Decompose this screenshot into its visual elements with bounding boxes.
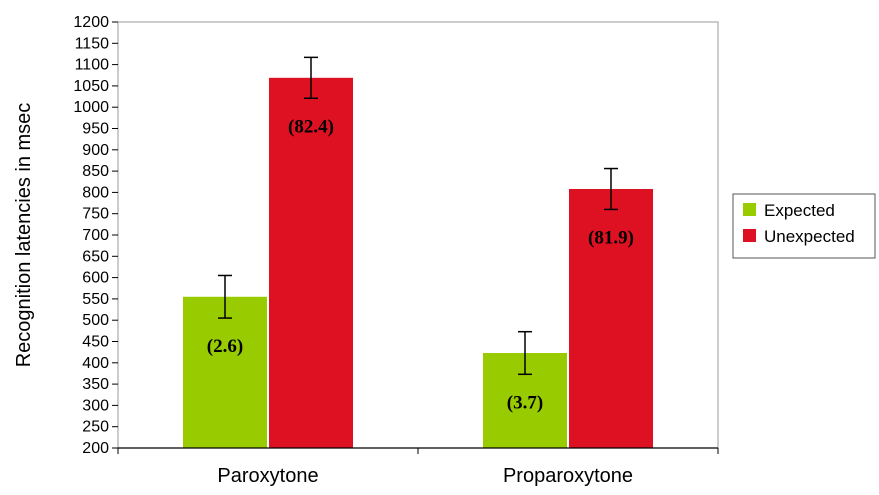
x-axis: Paroxytone Proparoxytone bbox=[117, 447, 719, 487]
y-axis-title: Recognition latencies in msec bbox=[13, 103, 35, 368]
y-tick-label: 350 bbox=[82, 376, 109, 393]
y-tick-label: 850 bbox=[82, 163, 109, 180]
y-tick-label: 1200 bbox=[73, 14, 109, 31]
y-tick-label: 450 bbox=[82, 334, 109, 351]
legend-swatch bbox=[743, 203, 756, 216]
y-tick-label: 900 bbox=[82, 142, 109, 159]
data-label: (3.7) bbox=[507, 392, 543, 413]
x-category-label: Paroxytone bbox=[217, 465, 318, 487]
y-tick-label: 200 bbox=[82, 440, 109, 457]
y-tick-label: 600 bbox=[82, 270, 109, 287]
y-axis-ticks: 200 250 300 350 400 450 500 550 600 650 700 750 800 8… bbox=[73, 14, 118, 457]
y-tick-label: 1150 bbox=[75, 35, 110, 52]
legend-label: Expected bbox=[764, 201, 835, 220]
data-label: (2.6) bbox=[207, 336, 243, 357]
y-tick-label: 1050 bbox=[73, 78, 109, 95]
y-tick-label: 400 bbox=[82, 355, 109, 372]
y-tick-label: 950 bbox=[82, 121, 109, 138]
y-tick-label: 550 bbox=[82, 291, 109, 308]
bars: (2.6) (3.7) (82.4) (81.9) bbox=[183, 56, 653, 448]
y-tick-label: 1100 bbox=[75, 57, 110, 74]
y-tick-label: 650 bbox=[82, 248, 109, 265]
bar bbox=[569, 188, 653, 448]
legend-label: Unexpected bbox=[764, 227, 855, 246]
y-tick-label: 500 bbox=[82, 312, 109, 329]
y-tick-label: 300 bbox=[82, 397, 109, 414]
data-label: (82.4) bbox=[288, 116, 334, 137]
legend-swatch bbox=[743, 229, 756, 242]
bar bbox=[183, 296, 267, 448]
legend: Expected Unexpected bbox=[732, 193, 876, 259]
y-tick-label: 800 bbox=[82, 184, 109, 201]
y-tick-label: 750 bbox=[82, 206, 109, 223]
x-category-label: Proparoxytone bbox=[503, 465, 633, 487]
y-tick-label: 250 bbox=[82, 419, 109, 436]
legend-box bbox=[732, 193, 876, 259]
bar bbox=[269, 77, 353, 448]
y-tick-label: 700 bbox=[82, 227, 109, 244]
y-tick-label: 1000 bbox=[73, 99, 109, 116]
data-label: (81.9) bbox=[588, 227, 634, 248]
